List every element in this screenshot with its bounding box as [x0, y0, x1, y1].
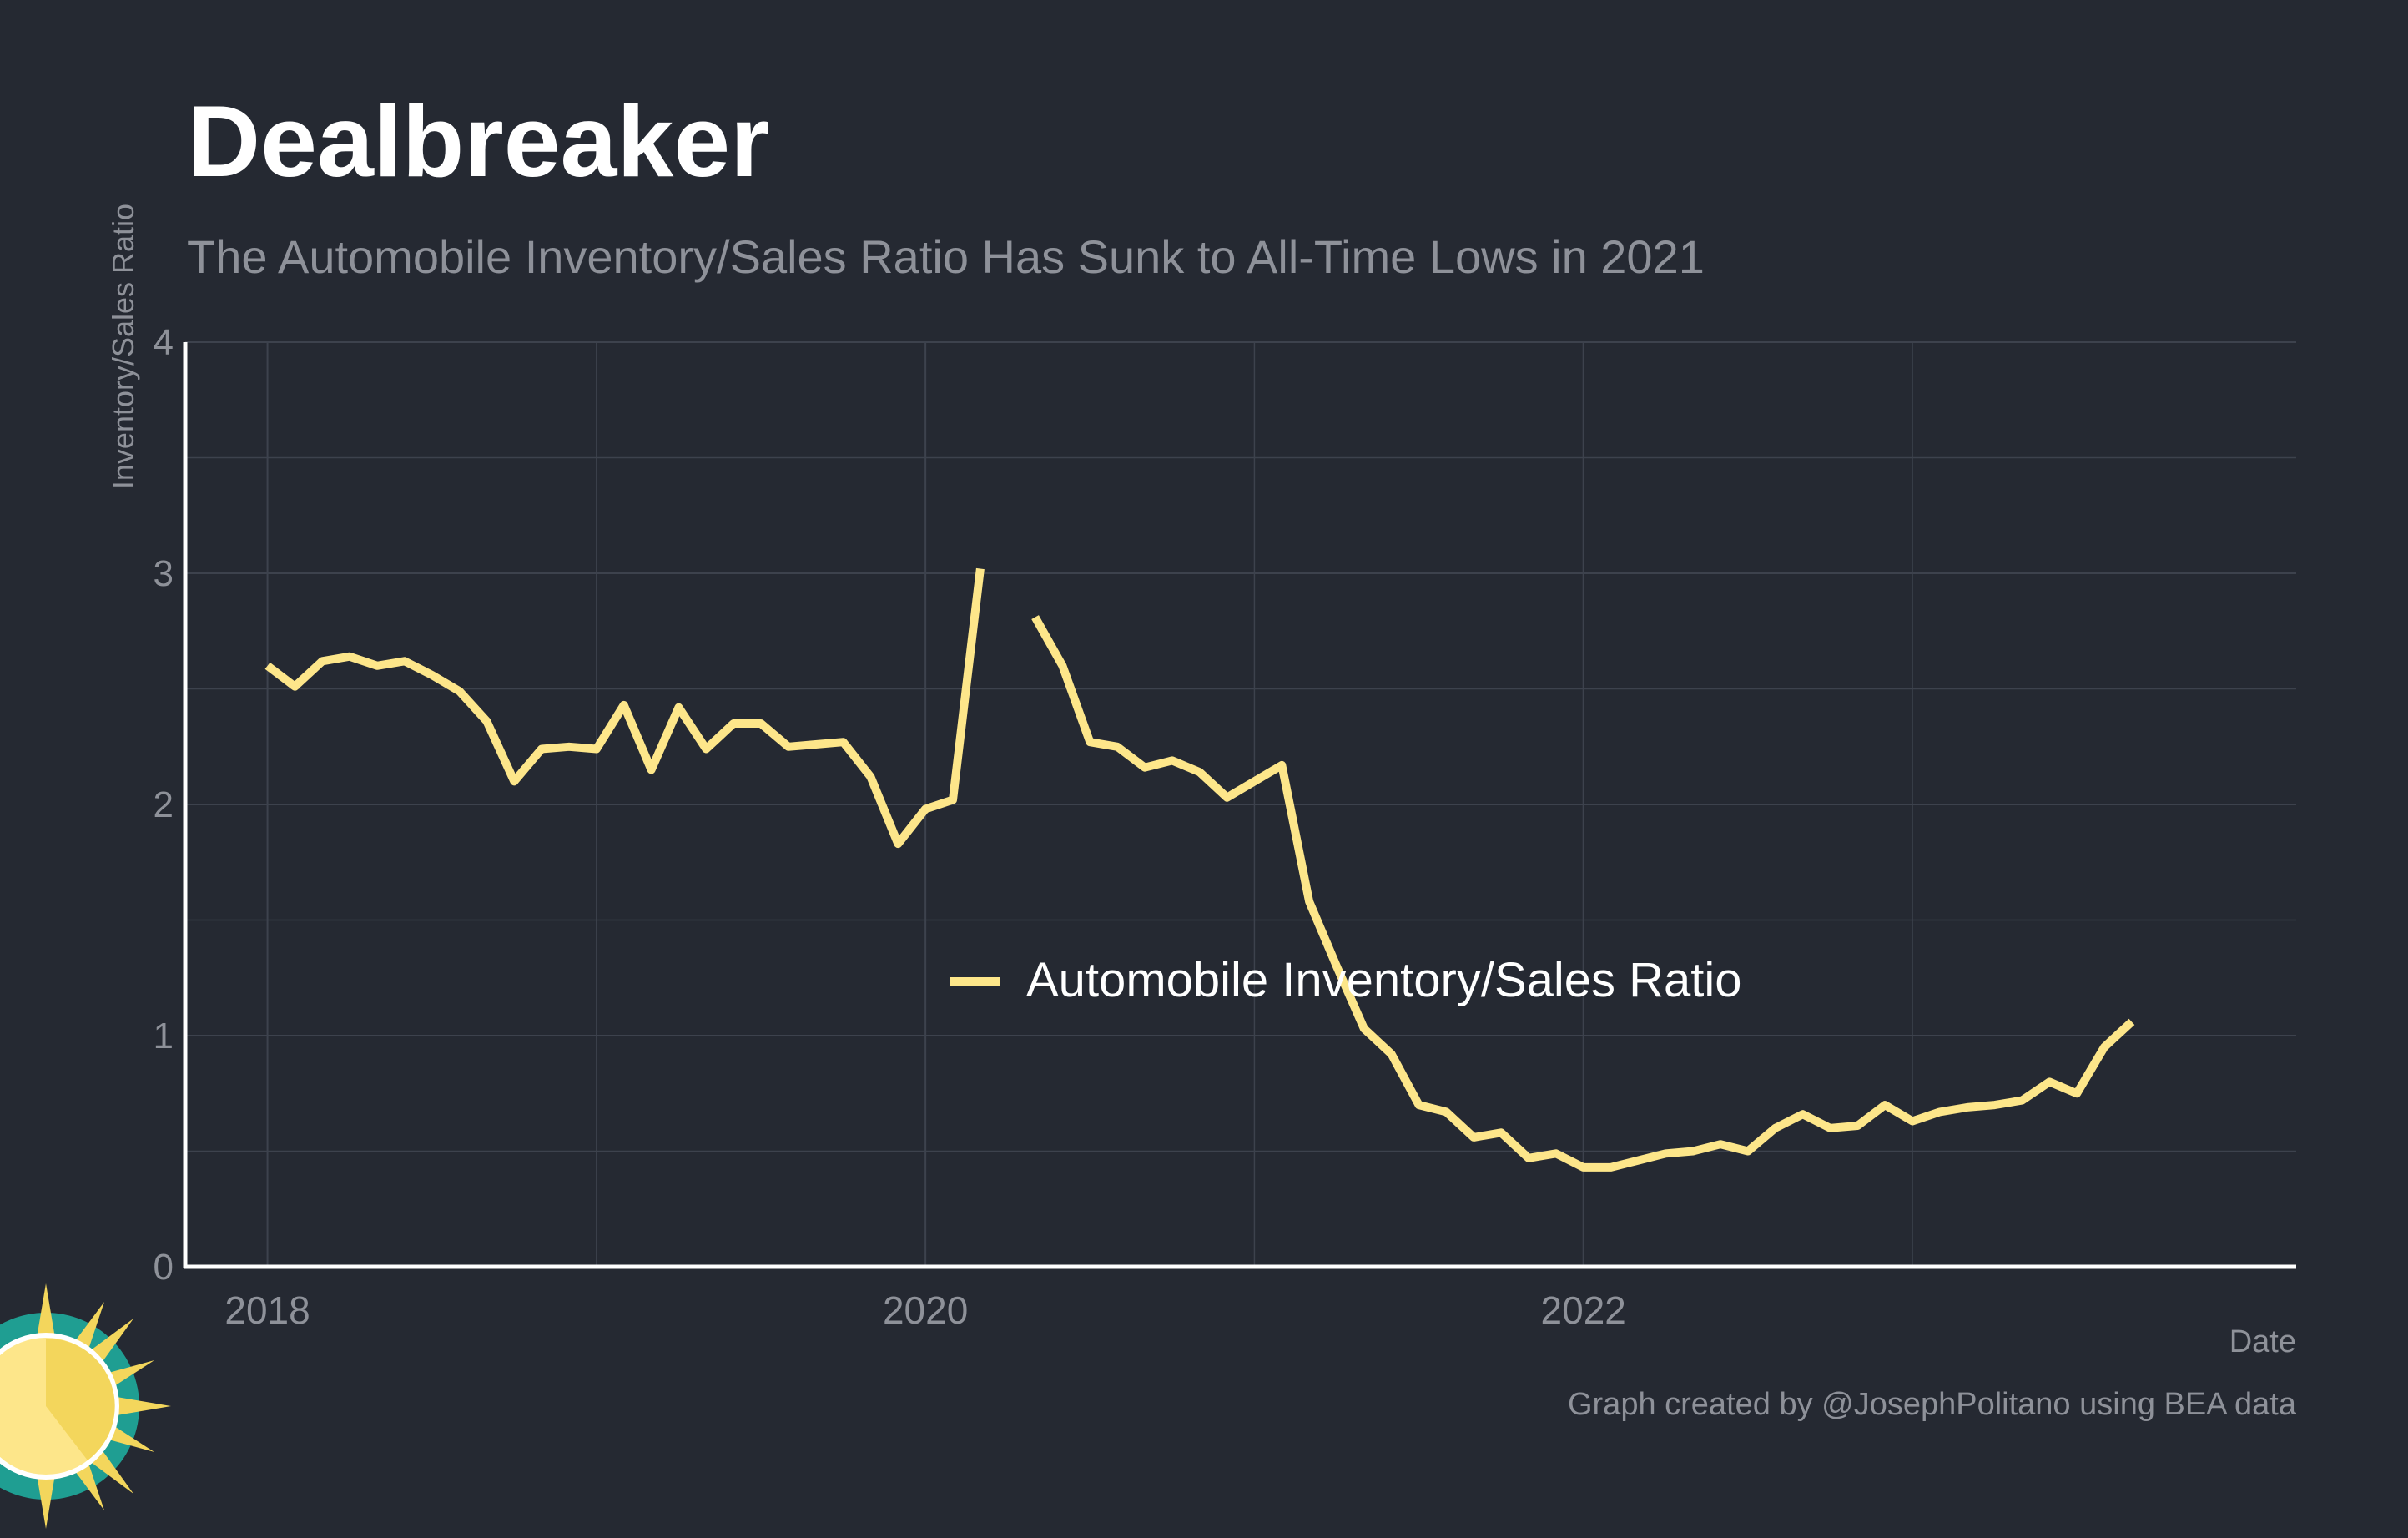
x-tick-label: 2022 — [1541, 1288, 1626, 1332]
source-caption: Graph created by @JosephPolitano using B… — [1567, 1387, 2296, 1422]
legend-label: Automobile Inventory/Sales Ratio — [1026, 953, 1742, 1007]
series-lines — [264, 567, 2135, 1172]
x-axis-title: Date — [2229, 1324, 2296, 1359]
grid-major — [185, 341, 2296, 1268]
y-tick-label: 1 — [154, 1016, 174, 1056]
y-tick-label: 0 — [154, 1247, 174, 1288]
y-tick-label: 3 — [154, 553, 174, 594]
y-tick-label: 4 — [154, 322, 174, 363]
legend: Automobile Inventory/Sales Ratio — [950, 953, 1742, 1007]
sun-icon — [0, 1283, 171, 1529]
chart-subtitle: The Automobile Inventory/Sales Ratio Has… — [187, 230, 1705, 283]
series-line — [1031, 615, 2135, 1172]
y-tick-label: 2 — [154, 784, 174, 825]
y-tick-labels: 0 1 2 3 4 — [154, 322, 174, 1288]
x-tick-label: 2020 — [883, 1288, 968, 1332]
y-axis-title: Inventory/Sales Ratio — [106, 204, 140, 489]
axes — [183, 342, 2296, 1269]
series-line — [264, 567, 985, 849]
x-tick-label: 2018 — [224, 1288, 310, 1332]
x-tick-labels: 2018 2020 2022 — [224, 1288, 1625, 1332]
chart-title: Dealbreaker — [187, 84, 770, 198]
